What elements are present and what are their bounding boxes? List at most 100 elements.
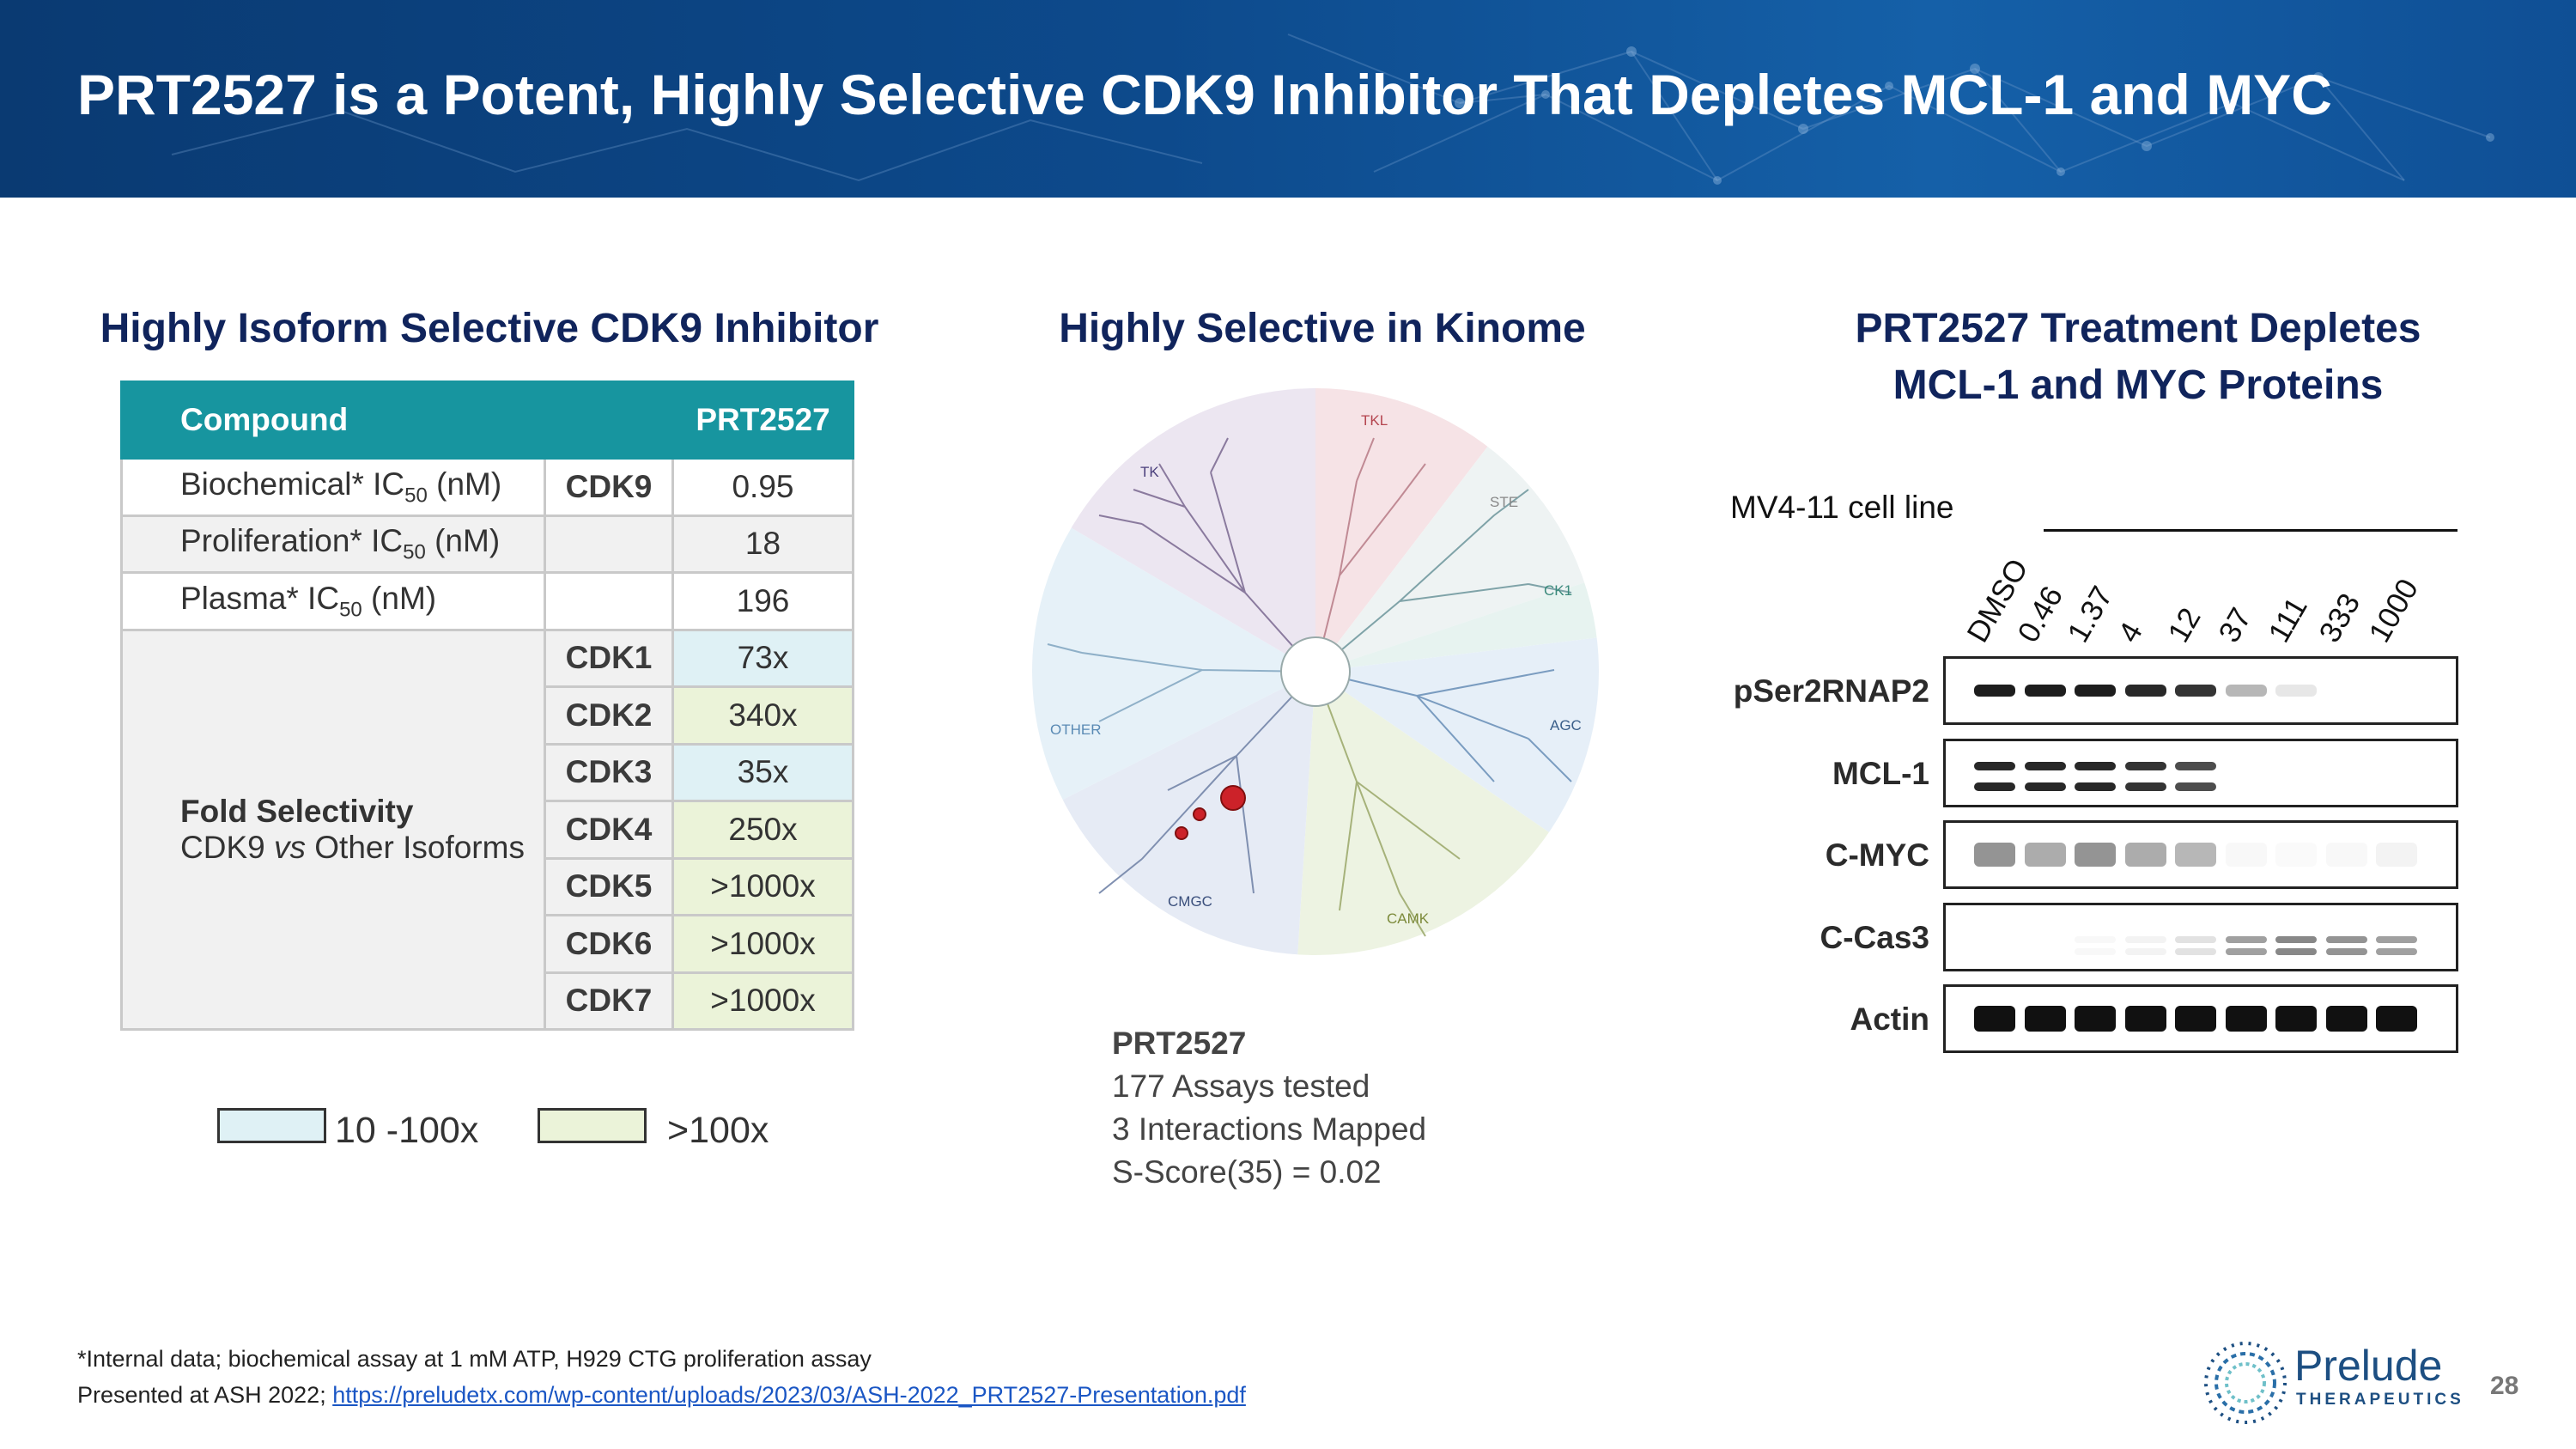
fold-title: Fold Selectivity (180, 793, 414, 829)
kinome-center (1280, 636, 1351, 707)
row-target (544, 571, 674, 631)
blot-band (2376, 935, 2417, 943)
blot-band (2175, 685, 2216, 697)
blot-band (2124, 843, 2166, 867)
blot-panel (1943, 902, 2458, 971)
row-target: CDK3 (544, 742, 674, 802)
legend-label-10-100x: 10 -100x (335, 1110, 479, 1151)
row-target: CDK5 (544, 856, 674, 916)
lane-label: 111 (2262, 591, 2314, 648)
table-row: CDK2 340x (122, 685, 854, 746)
lane-label: 4 (2111, 617, 2149, 648)
lane-label: 1.37 (2061, 581, 2120, 648)
kinome-stats: PRT2527 177 Assays tested 3 Interactions… (1112, 1022, 1426, 1194)
lane-label: 333 (2312, 588, 2366, 648)
blot-band (2275, 1006, 2317, 1032)
page-number: 28 (2490, 1372, 2519, 1400)
row-label: Plasma* IC50 (nM) (120, 571, 546, 631)
row-target: CDK6 (544, 914, 674, 974)
blot-band (2124, 935, 2166, 943)
blot-band (2075, 843, 2116, 867)
fold-subtitle: CDK9 vs Other Isoforms (180, 829, 525, 865)
lane-label: 12 (2161, 602, 2208, 648)
group-region-agc (1315, 636, 1599, 842)
blot-band (2175, 935, 2216, 943)
blot-band (2275, 685, 2317, 697)
table-row: Plasma* IC50 (nM) 196 (120, 571, 854, 631)
blot-band (2376, 947, 2417, 955)
blot-panel (1943, 984, 2458, 1053)
row-value: 18 (671, 514, 854, 574)
blot-band (2225, 685, 2267, 697)
group-region-ste (1315, 438, 1599, 672)
prelude-logo-sub: THERAPEUTICS (2296, 1391, 2464, 1409)
blot-band (2175, 782, 2216, 791)
blot-band (2075, 685, 2116, 697)
blot-band (2175, 761, 2216, 770)
table-row: Fold Selectivity CDK9 vs Other Isoforms … (120, 628, 854, 1031)
prelude-logo: Prelude THERAPEUTICS (2198, 1336, 2461, 1430)
blot-band (2275, 935, 2317, 943)
blot-band (1974, 782, 2015, 791)
kinome-label-other: OTHER (1050, 721, 1102, 738)
blot-band (2024, 1006, 2066, 1032)
kinome-labels: TKL STE CK1 AGC CAMK CMGC OTHER TK (1050, 412, 1582, 927)
kinome-label-camk: CAMK (1387, 910, 1430, 927)
row-target: CDK1 (544, 628, 674, 688)
lane-label: 37 (2211, 602, 2258, 648)
title-banner: PRT2527 is a Potent, Highly Selective CD… (0, 0, 2576, 198)
kinome-hit-3 (1175, 826, 1188, 840)
blot-band (2024, 685, 2066, 697)
kinome-stat: S-Score(35) = 0.02 (1112, 1154, 1382, 1190)
blot-band (2225, 947, 2267, 955)
blot-band (2226, 843, 2267, 867)
kinome-groups (1032, 388, 1599, 955)
table-row: CDK4 250x (122, 800, 854, 860)
blot-band (2024, 782, 2066, 791)
row-target: CDK4 (544, 800, 674, 860)
blot-label: pSer2RNAP2 (1733, 673, 1929, 709)
blot-band (2124, 685, 2166, 697)
row-value: 73x (671, 628, 854, 688)
blot-band (1974, 761, 2015, 770)
row-label: Biochemical* IC50 (nM) (120, 457, 546, 517)
kinome-label-ste: STE (1490, 494, 1518, 510)
row-value: 0.95 (671, 457, 854, 517)
blot-band (2024, 761, 2066, 770)
blot-panel (1943, 656, 2458, 725)
blot-band (2075, 936, 2116, 943)
blot-band (2124, 761, 2166, 770)
kinome-compound: PRT2527 (1112, 1026, 1247, 1061)
blot-band (2075, 782, 2116, 791)
blot-band (2275, 843, 2317, 867)
kinome-hits (1175, 785, 1246, 840)
header-empty (544, 381, 674, 460)
group-region-cmgc (1048, 672, 1315, 955)
blot-band (2075, 761, 2116, 770)
blot-panel (1943, 738, 2458, 807)
table-row: CDK5 >1000x (122, 856, 854, 916)
blot-band (2325, 947, 2367, 955)
blot-band (2075, 1006, 2116, 1032)
blot-band (2275, 947, 2317, 955)
blot-band (1974, 685, 2015, 697)
footnote-internal: *Internal data; biochemical assay at 1 m… (77, 1346, 872, 1372)
network-pattern (171, 33, 2494, 185)
blot-band (2124, 1006, 2166, 1032)
blot-band (2124, 947, 2166, 955)
blot-band (2326, 843, 2367, 867)
middle-heading: Highly Selective in Kinome (1059, 306, 1586, 351)
table-row: CDK3 35x (122, 742, 854, 802)
kinome-label-agc: AGC (1550, 717, 1582, 734)
blot-band (1974, 1006, 2015, 1032)
row-target: CDK2 (544, 685, 674, 746)
blot-panel (1943, 820, 2458, 889)
blot-label: C-MYC (1825, 837, 1929, 873)
row-value: >1000x (671, 971, 854, 1031)
blot-band (2075, 948, 2116, 955)
blot-band (2376, 1006, 2417, 1032)
group-region-ck1 (1315, 575, 1599, 672)
right-heading-line2: MCL-1 and MYC Proteins (1893, 362, 2384, 408)
source-link[interactable]: https://preludetx.com/wp-content/uploads… (332, 1382, 1246, 1408)
blot-band (2225, 935, 2267, 943)
